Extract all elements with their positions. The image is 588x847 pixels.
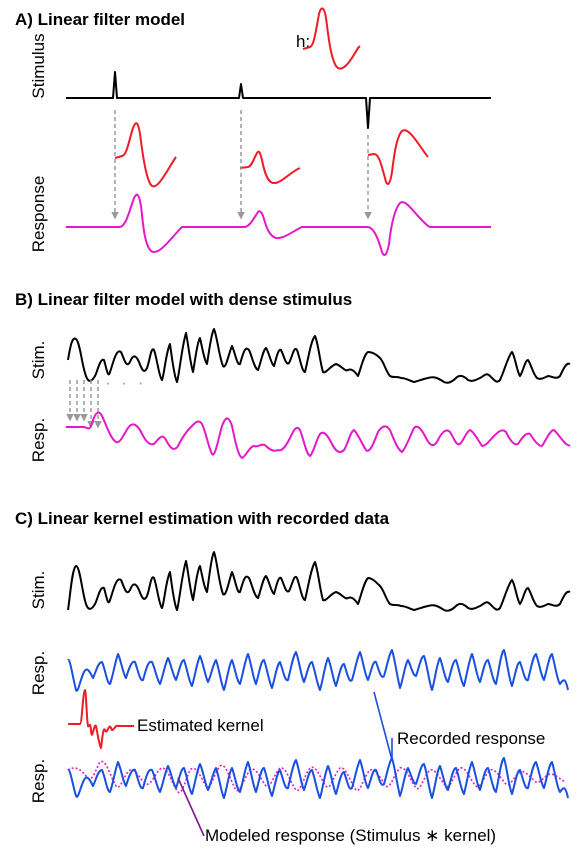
panel-c-stimulus-label: Stim. — [29, 571, 48, 610]
panel-c-modeled-response-label: Resp. — [29, 759, 48, 803]
recorded-response-label: Recorded response — [397, 729, 545, 748]
panel-c-recorded-trace-overlay — [67, 757, 569, 799]
panel-c-recorded-response-label: Resp. — [29, 651, 48, 695]
panel-a-title: A) Linear filter model — [15, 10, 185, 29]
panel-c-stimulus-trace — [67, 551, 571, 612]
panel-a-response-label: Response — [29, 176, 48, 253]
estimated-kernel-trace — [68, 689, 134, 749]
panel-c-title: C) Linear kernel estimation with recorde… — [15, 509, 390, 528]
panel-c-recorded-trace — [67, 649, 569, 692]
kernel-copy-3 — [367, 129, 429, 185]
panel-a-stimulus-label: Stimulus — [29, 33, 48, 98]
panel-a-stimulus-trace — [66, 71, 491, 129]
kernel-h-curve — [302, 7, 361, 70]
panel-b-stimulus-label: Stim. — [29, 341, 48, 380]
panel-a-response-trace — [66, 193, 491, 257]
continuation-dots: · · · — [105, 373, 146, 392]
panel-b-response-label: Resp. — [29, 418, 48, 462]
panel-b-title: B) Linear filter model with dense stimul… — [15, 290, 352, 309]
modeled-response-label: Modeled response (Stimulus ∗ kernel) — [205, 826, 496, 845]
modeled-leader-line — [177, 777, 205, 837]
kernel-copy-1 — [114, 122, 177, 188]
panel-b-response-trace — [66, 411, 571, 459]
panel-b-stimulus-trace — [67, 328, 571, 384]
kernel-h-label: h: — [296, 32, 310, 51]
estimated-kernel-label: Estimated kernel — [137, 716, 264, 735]
recorded-leader-line-1 — [373, 691, 393, 761]
kernel-copy-2 — [239, 150, 301, 185]
